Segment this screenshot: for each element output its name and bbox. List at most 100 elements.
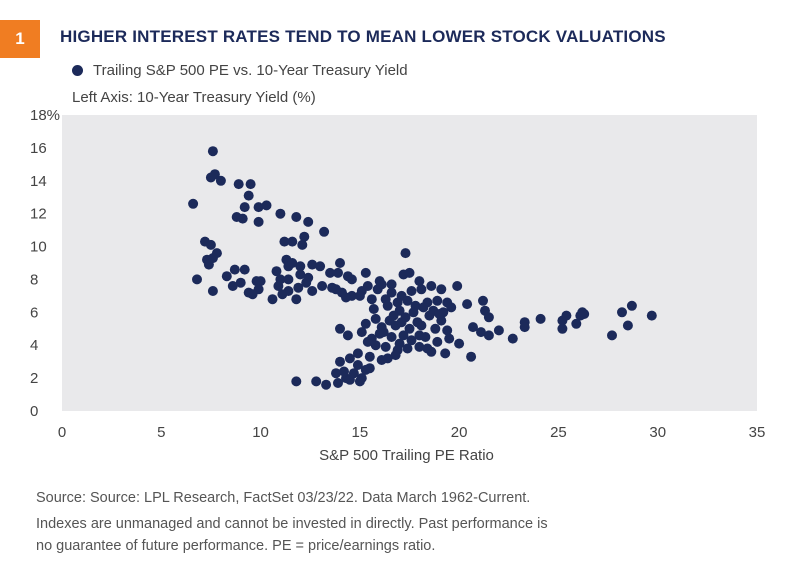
data-point — [416, 284, 427, 295]
data-point — [483, 330, 494, 341]
data-point — [207, 286, 218, 296]
data-point — [418, 302, 429, 313]
data-point — [356, 327, 367, 338]
data-point — [446, 302, 457, 313]
data-point — [287, 258, 298, 268]
data-point — [370, 340, 381, 351]
data-point — [271, 266, 282, 277]
data-point — [342, 330, 353, 341]
data-point — [352, 348, 363, 359]
data-point — [291, 376, 302, 387]
data-point — [275, 208, 286, 219]
data-point — [291, 294, 302, 305]
left-axis-label: Left Axis: 10-Year Treasury Yield (%) — [72, 89, 316, 106]
x-tick-label: 0 — [58, 424, 66, 441]
data-point — [360, 267, 371, 278]
legend-label: Trailing S&P 500 PE vs. 10-Year Treasury… — [93, 62, 408, 79]
data-point — [452, 281, 463, 291]
data-point — [307, 286, 318, 296]
data-point — [557, 323, 568, 334]
data-point — [335, 258, 345, 268]
data-point — [331, 368, 341, 379]
data-point — [416, 320, 427, 331]
data-point — [394, 338, 405, 349]
data-point — [577, 307, 588, 318]
data-point — [227, 281, 238, 291]
data-point — [209, 169, 220, 180]
data-point — [400, 248, 411, 259]
data-point — [243, 190, 254, 201]
data-point — [519, 322, 530, 333]
x-tick-label: 5 — [157, 424, 165, 441]
y-tick-label: 0 — [30, 403, 38, 420]
data-point — [321, 379, 332, 390]
y-tick-label: 18% — [30, 107, 60, 124]
data-point — [404, 267, 415, 278]
data-point — [333, 378, 343, 388]
data-point — [476, 327, 486, 338]
data-point — [283, 274, 294, 285]
data-point — [432, 336, 443, 347]
data-point — [466, 351, 477, 362]
data-point — [295, 261, 306, 272]
data-point — [239, 264, 250, 275]
data-point — [622, 320, 633, 331]
data-point — [426, 281, 437, 291]
footer-disclaimer-line1: Indexes are unmanaged and cannot be inve… — [36, 516, 548, 532]
data-point — [478, 295, 488, 306]
figure-number-badge: 1 — [0, 20, 40, 58]
x-tick-label: 35 — [749, 424, 766, 441]
data-point — [376, 279, 387, 290]
y-axis-ticks: 0 2 4 6 8 10 12 14 16 18% — [30, 107, 60, 420]
data-point — [364, 351, 375, 362]
scatter-chart: 0 2 4 6 8 10 12 14 16 18% 0 5 10 15 20 25 30 35 — [30, 107, 766, 441]
data-point — [192, 274, 202, 285]
data-point — [382, 300, 393, 311]
data-point — [299, 231, 310, 242]
data-point — [325, 267, 336, 278]
legend-marker — [72, 65, 83, 76]
data-point — [315, 261, 326, 272]
data-point — [390, 350, 401, 361]
data-point — [386, 287, 397, 298]
footer-disclaimer-line2: no guarantee of future performance. PE =… — [36, 538, 436, 554]
y-tick-label: 8 — [30, 271, 38, 288]
data-point — [414, 276, 425, 287]
data-point — [221, 271, 232, 282]
footer-source: Source: Source: LPL Research, FactSet 03… — [36, 490, 531, 506]
data-point — [366, 294, 377, 305]
data-point — [571, 318, 582, 329]
data-point — [267, 294, 278, 305]
data-point — [207, 146, 218, 157]
x-tick-label: 20 — [451, 424, 468, 441]
data-point — [444, 333, 455, 344]
data-point — [360, 318, 371, 329]
data-point — [386, 332, 397, 342]
data-point — [364, 363, 375, 374]
data-point — [382, 353, 393, 364]
data-point — [378, 327, 389, 338]
data-point — [215, 175, 226, 186]
data-point — [303, 216, 314, 227]
data-point — [188, 198, 199, 209]
data-point — [255, 276, 266, 287]
data-point — [402, 295, 413, 306]
data-point — [392, 297, 403, 308]
data-point — [319, 226, 330, 237]
data-point — [317, 281, 328, 291]
data-point — [406, 286, 417, 296]
y-tick-label: 12 — [30, 206, 47, 223]
data-points — [188, 146, 657, 390]
data-point — [261, 200, 272, 211]
data-point — [398, 330, 409, 341]
data-point — [402, 343, 413, 354]
data-point — [442, 325, 453, 336]
data-point — [291, 212, 302, 222]
y-tick-label: 14 — [30, 173, 47, 190]
data-point — [311, 376, 322, 387]
data-point — [432, 295, 443, 306]
y-tick-label: 2 — [30, 370, 38, 387]
data-point — [414, 330, 425, 341]
x-axis-ticks: 0 5 10 15 20 25 30 35 — [58, 424, 766, 441]
data-point — [307, 259, 318, 270]
